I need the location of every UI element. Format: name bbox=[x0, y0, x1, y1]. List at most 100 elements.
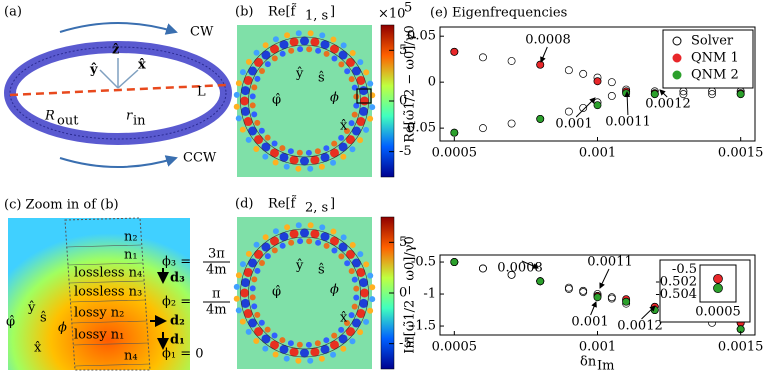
layer-boundary bbox=[67, 262, 143, 266]
field-lobe bbox=[264, 134, 271, 141]
field-lobe bbox=[330, 44, 339, 54]
resonator-ring bbox=[240, 228, 369, 358]
field-lobe bbox=[357, 329, 364, 336]
field-lobe bbox=[369, 296, 376, 303]
field-lobe bbox=[340, 42, 347, 49]
resonator-ring bbox=[248, 236, 361, 350]
field-lobe bbox=[353, 294, 360, 301]
field-lobe bbox=[319, 224, 326, 231]
field-lobe bbox=[239, 69, 246, 76]
field-lobe bbox=[315, 47, 322, 54]
field-lobe bbox=[310, 229, 320, 239]
label: ] bbox=[330, 5, 335, 20]
layer-boundary bbox=[70, 299, 146, 303]
resonator-ring bbox=[248, 44, 361, 158]
field-lobe bbox=[295, 165, 302, 172]
field-lobe bbox=[254, 57, 264, 67]
field-lobe bbox=[351, 66, 361, 76]
field-lobe bbox=[338, 142, 348, 152]
field-lobe bbox=[315, 239, 322, 246]
annotation-arrow bbox=[590, 301, 597, 316]
inset-x-tick-label: 0.0005 bbox=[695, 305, 741, 320]
layer-boundary bbox=[74, 363, 151, 367]
field-lobe bbox=[369, 92, 376, 99]
field-lobe bbox=[338, 61, 345, 68]
x-axis-label: δn bbox=[580, 355, 597, 370]
legend-marker bbox=[672, 36, 682, 46]
field-lobe bbox=[295, 30, 302, 37]
field-lobe bbox=[295, 222, 302, 229]
x-axis-label-sub: Im bbox=[597, 359, 614, 372]
field-lobe bbox=[272, 159, 279, 166]
label: 4m bbox=[206, 303, 227, 318]
field-lobe bbox=[360, 96, 369, 106]
x-tick-label: 0.0005 bbox=[432, 340, 478, 355]
field-lobe bbox=[310, 155, 320, 165]
field-lobe bbox=[338, 50, 348, 60]
label: (b) bbox=[235, 5, 253, 20]
label: ] bbox=[330, 197, 335, 212]
field-lobe bbox=[254, 75, 261, 82]
field-lobe bbox=[239, 261, 246, 268]
label: R bbox=[44, 109, 55, 124]
field-lobe bbox=[300, 348, 309, 358]
data-point bbox=[622, 89, 631, 98]
field-lobe bbox=[279, 232, 289, 242]
field-lobe bbox=[367, 272, 374, 279]
field-lobe bbox=[348, 76, 355, 83]
field-lobe bbox=[249, 294, 256, 301]
field-lobe bbox=[240, 86, 250, 96]
label: L bbox=[197, 85, 206, 100]
field-lobe bbox=[251, 276, 258, 283]
colorbar-tick-label: -5 bbox=[399, 144, 412, 159]
field-lobe bbox=[357, 59, 364, 66]
field-lobe bbox=[254, 119, 261, 126]
field-lobe bbox=[351, 84, 358, 91]
field-lobe bbox=[306, 46, 313, 53]
annotation: 0.001 bbox=[571, 315, 608, 330]
label: CW bbox=[190, 25, 214, 40]
field-lobe bbox=[261, 142, 271, 152]
label: 3π bbox=[208, 247, 225, 262]
data-point bbox=[593, 293, 602, 302]
field-lobe bbox=[289, 37, 299, 47]
field-lobe bbox=[338, 334, 348, 344]
layer-boundary bbox=[65, 244, 142, 248]
field-lobe bbox=[297, 238, 304, 245]
legend-label: Solver bbox=[691, 34, 734, 49]
field-lobe bbox=[245, 136, 252, 143]
field-lobe bbox=[284, 224, 291, 231]
y-tick-label: 0 bbox=[428, 75, 436, 90]
legend-marker bbox=[672, 53, 682, 63]
label: ŷ bbox=[27, 301, 36, 316]
field-lobe bbox=[279, 152, 289, 162]
zoom-box bbox=[356, 88, 372, 104]
field-lobe bbox=[367, 307, 374, 314]
panel-title: Re[f̃ bbox=[268, 195, 297, 212]
field-lobe bbox=[233, 91, 240, 98]
field-lobe bbox=[369, 104, 376, 111]
field-lobe bbox=[235, 307, 242, 314]
label: d₃ bbox=[170, 271, 185, 286]
data-point bbox=[579, 288, 588, 297]
field-lobe bbox=[248, 318, 258, 328]
label: ϕ bbox=[330, 91, 339, 106]
label: out bbox=[57, 114, 79, 129]
field-lobe bbox=[320, 344, 330, 354]
y-tick-label: -1.5 bbox=[411, 319, 436, 334]
data-point bbox=[479, 124, 487, 133]
label: ŝ bbox=[318, 263, 325, 278]
field-lobe bbox=[345, 327, 355, 337]
field-lobe bbox=[338, 242, 348, 252]
layer-label: lossless n₃ bbox=[74, 285, 142, 300]
field-lobe bbox=[369, 284, 376, 291]
field-lobe bbox=[363, 69, 370, 76]
data-point bbox=[536, 60, 545, 69]
field-lobe bbox=[271, 332, 278, 339]
field-lobe bbox=[351, 303, 358, 310]
field-lobe bbox=[272, 36, 279, 43]
field-lobe bbox=[262, 345, 269, 352]
data-point bbox=[564, 107, 573, 116]
y-tick-label: 0.05 bbox=[407, 29, 436, 44]
label: in bbox=[133, 114, 146, 129]
